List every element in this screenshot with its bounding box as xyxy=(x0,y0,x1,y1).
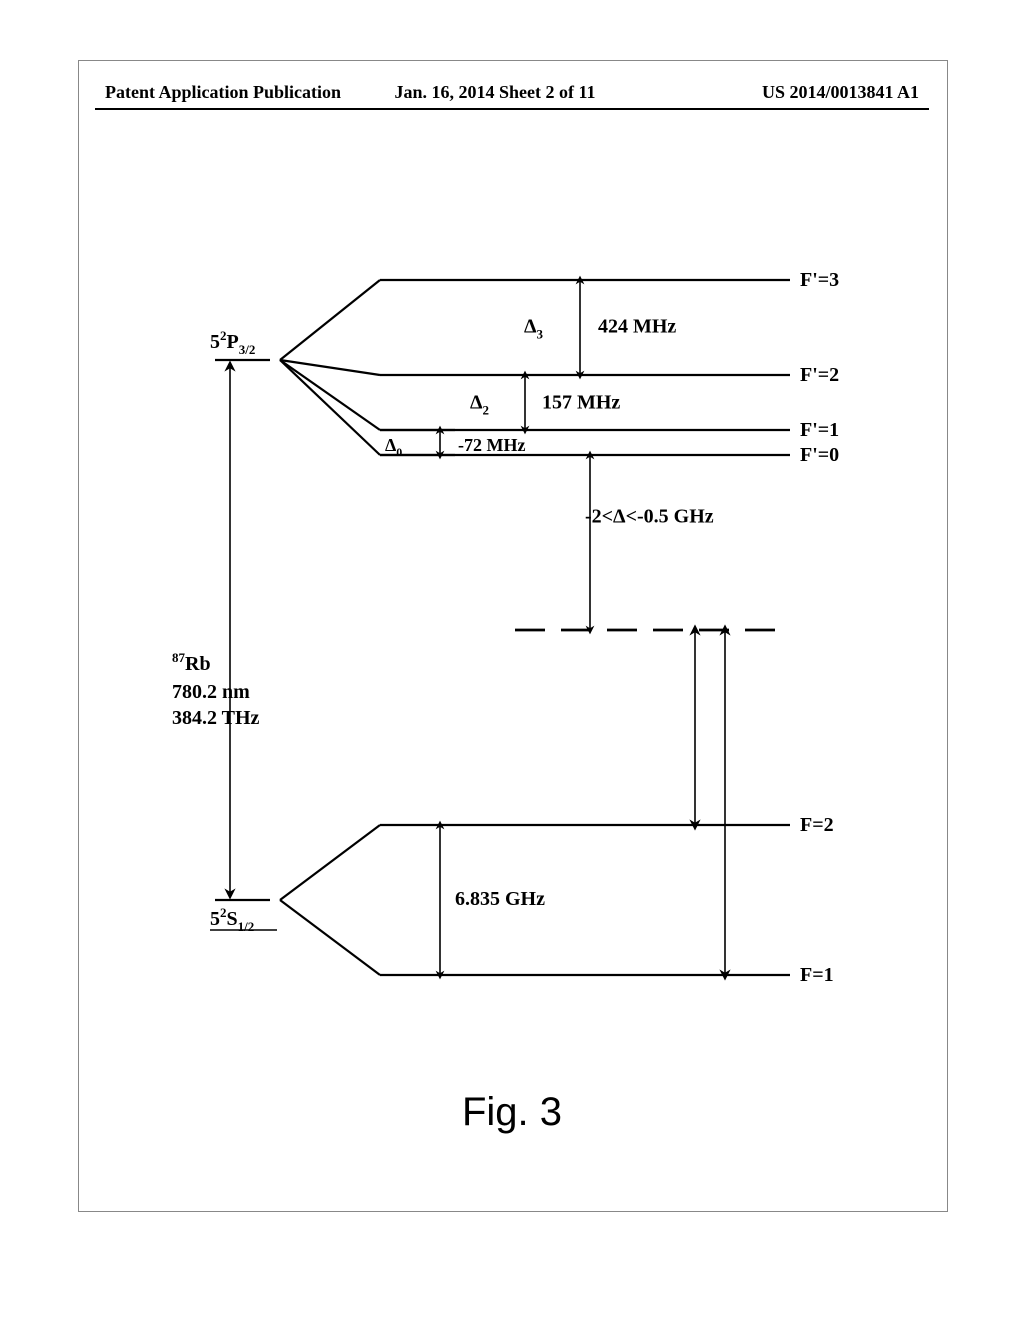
header-right: US 2014/0013841 A1 xyxy=(762,82,919,103)
svg-text:157 MHz: 157 MHz xyxy=(542,392,620,414)
svg-text:780.2 nm: 780.2 nm xyxy=(172,681,250,703)
svg-text:F'=1: F'=1 xyxy=(800,419,839,441)
svg-text:Δ3: Δ3 xyxy=(524,316,544,342)
figure-caption: Fig. 3 xyxy=(0,1090,1024,1135)
svg-text:6.835 GHz: 6.835 GHz xyxy=(455,888,545,910)
svg-text:424 MHz: 424 MHz xyxy=(598,316,676,338)
header-rule xyxy=(95,108,929,110)
svg-text:F=2: F=2 xyxy=(800,814,834,836)
header-left: Patent Application Publication xyxy=(105,82,341,103)
header-center: Jan. 16, 2014 Sheet 2 of 11 xyxy=(335,82,655,103)
svg-text:52P3/2: 52P3/2 xyxy=(210,328,255,357)
svg-text:-2<Δ<-0.5 GHz: -2<Δ<-0.5 GHz xyxy=(585,506,714,528)
energy-level-diagram: 52P3/2 F'=3 F'=2 F'=1 F'=0 Δ3 424 MHz Δ2 157 MHz… xyxy=(150,220,910,1040)
svg-text:384.2 THz: 384.2 THz xyxy=(172,707,260,729)
svg-text:-72 MHz: -72 MHz xyxy=(458,435,525,455)
svg-text:F=1: F=1 xyxy=(800,964,834,986)
svg-text:F'=2: F'=2 xyxy=(800,364,839,386)
svg-text:87Rb: 87Rb xyxy=(172,650,211,675)
svg-text:F'=0: F'=0 xyxy=(800,444,839,466)
svg-text:F'=3: F'=3 xyxy=(800,269,839,291)
svg-text:Δ2: Δ2 xyxy=(470,392,489,418)
